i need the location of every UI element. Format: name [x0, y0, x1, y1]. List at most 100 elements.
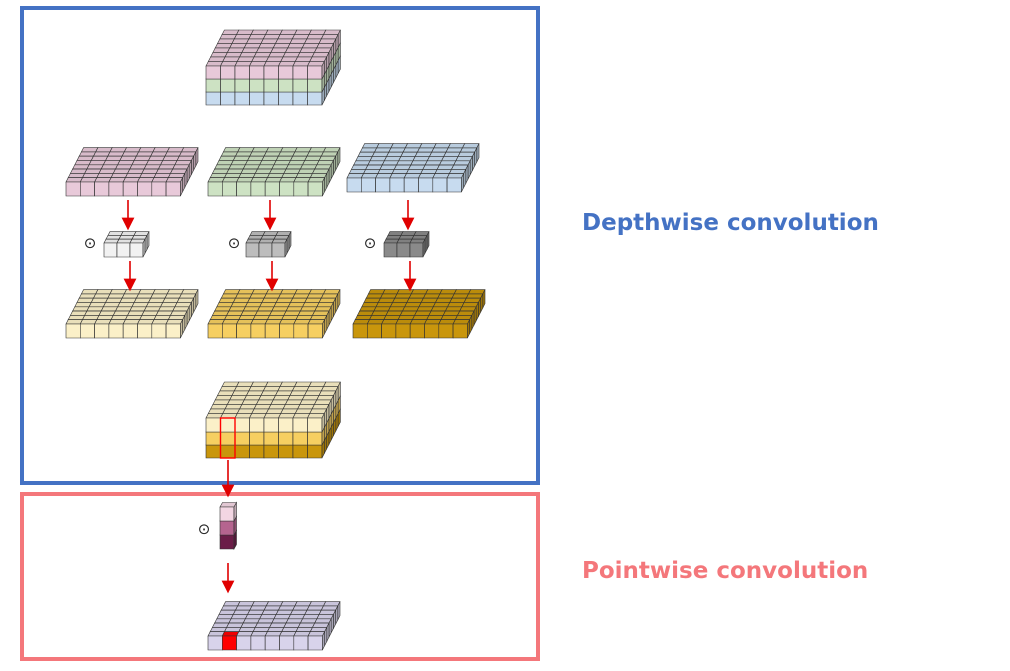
- voxel-face: [279, 181, 295, 197]
- voxel-face: [357, 151, 375, 157]
- voxel-face: [233, 501, 237, 523]
- voxel-face: [129, 306, 147, 312]
- voxel-face: [123, 289, 142, 295]
- voxel-face: [294, 29, 312, 35]
- voxel-face: [365, 164, 383, 170]
- voxel-face: [263, 91, 279, 106]
- voxel-face: [108, 323, 124, 339]
- voxel-face: [250, 323, 266, 339]
- voxel-face: [402, 147, 421, 153]
- voxel-face: [454, 315, 473, 321]
- voxel-face: [180, 177, 183, 197]
- voxel-face: [278, 61, 296, 67]
- voxel-face: [281, 627, 299, 633]
- voxel-face: [389, 177, 405, 193]
- depthwise-frame: [20, 6, 540, 485]
- voxel-face: [394, 293, 412, 299]
- voxel-face: [431, 147, 449, 153]
- voxel-face: [285, 618, 304, 624]
- voxel-face: [400, 151, 418, 157]
- voxel-face: [148, 155, 166, 161]
- voxel-face: [108, 181, 124, 197]
- voxel-face: [323, 381, 341, 387]
- voxel-face: [391, 169, 410, 174]
- voxel-face: [263, 444, 279, 459]
- voxel-face: [205, 417, 221, 433]
- voxel-face: [271, 242, 286, 258]
- voxel-face: [261, 297, 279, 303]
- voxel-face: [78, 293, 97, 299]
- voxel-face: [377, 169, 395, 174]
- voxel-face: [261, 609, 279, 615]
- voxel-face: [264, 319, 283, 325]
- voxel-face: [275, 38, 293, 44]
- voxel-face: [108, 319, 126, 325]
- voxel-face: [446, 173, 465, 179]
- voxel-face: [402, 306, 420, 312]
- voxel-face: [220, 61, 238, 67]
- voxel-face: [307, 431, 323, 446]
- voxel-face: [238, 627, 256, 633]
- voxel-face: [361, 302, 379, 308]
- voxel-face: [295, 627, 313, 633]
- voxel-face: [166, 289, 185, 295]
- voxel-face: [365, 293, 384, 299]
- voxel-face: [409, 319, 428, 325]
- voxel-face: [359, 306, 377, 312]
- voxel-face: [229, 395, 247, 401]
- voxel-face: [307, 413, 325, 419]
- voxel-face: [258, 395, 276, 401]
- voxel-face: [253, 404, 272, 410]
- voxel-face: [268, 404, 286, 410]
- voxel-face: [241, 399, 260, 405]
- voxel-face: [240, 310, 258, 316]
- voxel-face: [76, 155, 94, 161]
- voxel-face: [216, 160, 234, 166]
- voxel-face: [251, 147, 269, 153]
- voxel-face: [375, 173, 393, 179]
- voxel-face: [396, 289, 414, 295]
- voxel-face: [318, 38, 337, 44]
- voxel-face: [124, 315, 143, 321]
- depthwise-kernel-1: [103, 231, 150, 258]
- voxel-face: [429, 151, 447, 157]
- voxel-face: [441, 156, 459, 162]
- voxel-face: [279, 635, 295, 651]
- voxel-face: [249, 151, 267, 157]
- voxel-face: [262, 231, 279, 236]
- voxel-face: [224, 52, 243, 58]
- voxel-face: [301, 43, 320, 49]
- voxel-face: [253, 52, 272, 58]
- voxel-face: [80, 323, 95, 339]
- voxel-face: [307, 631, 326, 637]
- voxel-face: [266, 627, 285, 633]
- voxel-face: [306, 386, 325, 392]
- voxel-face: [425, 289, 443, 295]
- voxel-face: [271, 238, 288, 244]
- voxel-face: [160, 302, 178, 308]
- voxel-face: [348, 169, 367, 174]
- voxel-face: [249, 417, 265, 433]
- voxel-face: [308, 29, 327, 35]
- voxel-face: [279, 177, 297, 183]
- voxel-face: [282, 404, 301, 410]
- voxel-face: [238, 173, 256, 178]
- voxel-face: [389, 173, 407, 179]
- voxel-face: [468, 289, 486, 295]
- voxel-face: [323, 147, 341, 153]
- voxel-face: [376, 143, 394, 149]
- voxel-face: [409, 242, 424, 258]
- voxel-face: [172, 306, 190, 312]
- voxel-face: [278, 78, 294, 93]
- input-channel-2: [207, 147, 341, 197]
- voxel-face: [419, 143, 437, 149]
- voxel-face: [383, 238, 400, 244]
- voxel-face: [137, 181, 153, 197]
- depthwise-kernel-3: [383, 231, 430, 258]
- voxel-face: [273, 614, 291, 620]
- voxel-face: [131, 235, 148, 240]
- voxel-face: [119, 155, 137, 161]
- voxel-face: [352, 323, 368, 339]
- voxel-face: [231, 38, 250, 44]
